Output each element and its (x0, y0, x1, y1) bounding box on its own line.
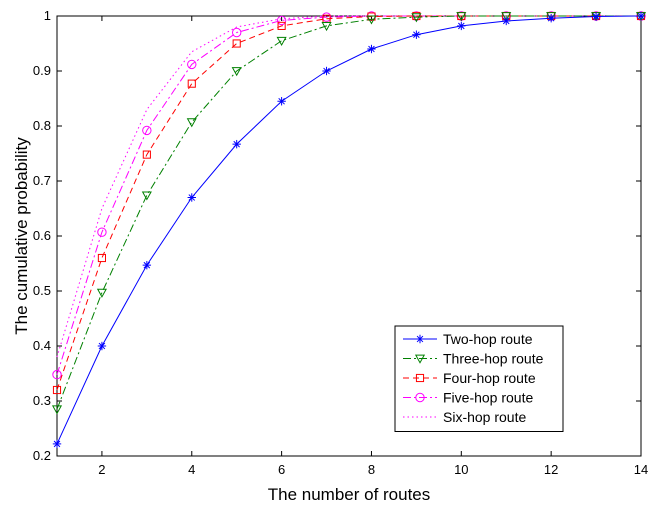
marker-asterisk (502, 16, 511, 26)
y-tick-label: 0.6 (33, 228, 51, 243)
marker-stroke (502, 17, 510, 25)
marker-triangle (411, 13, 422, 23)
marker-triangle (366, 15, 377, 25)
marker-asterisk (97, 341, 107, 351)
y-tick-label: 0.2 (33, 448, 51, 463)
marker-asterisk (412, 30, 421, 39)
y-axis-title: The cumulative probability (12, 137, 31, 335)
y-tick-label: 0.4 (33, 338, 51, 353)
series-line (56, 15, 641, 410)
legend-entry: Five-hop route (403, 390, 533, 406)
marker-stroke (278, 97, 285, 105)
legend: Two-hop route Three-hop route Four-hop rou… (394, 325, 564, 432)
marker-stroke (323, 67, 330, 75)
legend-label: Four-hop route (443, 370, 536, 386)
marker-asterisk (322, 66, 331, 76)
marker-circle (187, 59, 197, 70)
x-tick-label: 2 (98, 462, 105, 477)
marker-asterisk (457, 21, 466, 31)
legend-label: Two-hop route (443, 331, 533, 347)
x-tick-label: 12 (544, 462, 558, 477)
x-axis-title: The number of routes (268, 485, 431, 504)
x-tick-label: 10 (454, 462, 468, 477)
marker-stroke (413, 31, 420, 38)
marker-asterisk (187, 193, 196, 202)
marker-triangle (51, 405, 63, 415)
series-two-hop-route (52, 11, 646, 449)
marker-stroke (416, 335, 424, 343)
legend-label: Five-hop route (443, 390, 533, 406)
marker-square (52, 385, 62, 395)
marker-triangle (414, 354, 426, 364)
y-tick-label: 0.3 (33, 393, 51, 408)
marker-circle (415, 392, 425, 403)
marker-stroke (592, 13, 600, 20)
y-tick-label: 1 (44, 8, 51, 23)
marker-asterisk (636, 11, 646, 21)
marker-stroke (53, 440, 61, 448)
marker-stroke (458, 22, 465, 30)
series-layer (51, 11, 647, 449)
x-tick-label: 8 (368, 462, 375, 477)
marker-triangle (501, 12, 512, 22)
y-tick-label: 0.5 (33, 283, 51, 298)
series-line (56, 15, 641, 391)
marker-asterisk (546, 14, 556, 23)
marker-asterisk (367, 44, 376, 54)
marker-asterisk (232, 139, 241, 149)
marker-stroke (98, 342, 106, 350)
series-line (56, 15, 642, 445)
marker-square (142, 150, 151, 159)
x-tick-label: 6 (278, 462, 285, 477)
marker-triangle (231, 67, 242, 77)
marker-circle (142, 125, 152, 136)
marker-asterisk (415, 334, 425, 344)
marker-asterisk (142, 260, 152, 270)
marker-square (412, 11, 421, 21)
marker-asterisk (52, 439, 62, 449)
marker-circle (321, 12, 332, 22)
marker-stroke (143, 261, 151, 269)
legend-box (394, 325, 564, 432)
marker-stroke (637, 12, 645, 20)
marker-asterisk (277, 97, 286, 106)
legend-label: Six-hop route (443, 409, 526, 425)
marker-asterisk (591, 12, 601, 21)
marker-triangle (276, 36, 287, 46)
marker-stroke (547, 14, 555, 22)
marker-triangle (321, 22, 332, 32)
x-tick-label: 14 (634, 462, 648, 477)
marker-triangle (456, 12, 467, 22)
marker-triangle (186, 118, 197, 128)
marker-circle (97, 227, 107, 237)
y-tick-label: 0.7 (33, 173, 51, 188)
x-tick-label: 4 (188, 462, 195, 477)
marker-triangle (141, 191, 152, 201)
legend-entry: Four-hop route (403, 370, 536, 386)
marker-circle (52, 369, 62, 380)
marker-circle (276, 15, 287, 26)
y-tick-label: 0.8 (33, 118, 51, 133)
marker-square (415, 373, 425, 383)
marker-stroke (233, 140, 240, 148)
legend-label: Three-hop route (443, 351, 544, 367)
legend-entry: Three-hop route (403, 351, 544, 367)
legend-entry: Two-hop route (403, 331, 533, 347)
y-tick-label: 0.9 (33, 63, 51, 78)
marker-circle (231, 27, 242, 38)
marker-square (97, 253, 106, 263)
marker-stroke (188, 194, 196, 201)
legend-entry: Six-hop route (403, 409, 526, 425)
marker-square (232, 39, 241, 48)
marker-stroke (368, 45, 375, 53)
marker-square (277, 21, 286, 30)
marker-square (187, 79, 196, 88)
marker-triangle (96, 288, 107, 298)
